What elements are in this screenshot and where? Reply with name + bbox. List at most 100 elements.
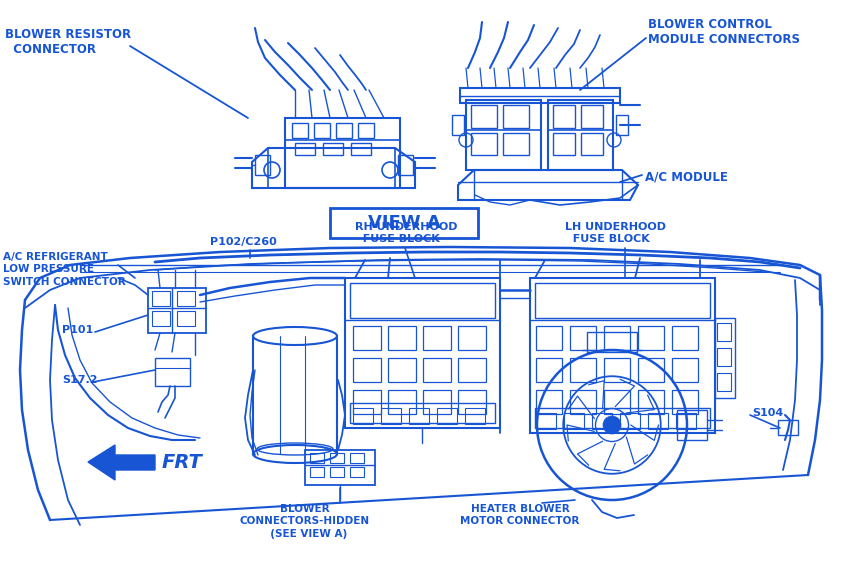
Bar — [345, 278, 500, 428]
Bar — [152, 291, 170, 306]
Bar — [503, 105, 529, 128]
Bar — [717, 348, 731, 366]
Bar — [536, 390, 562, 414]
Text: VIEW A: VIEW A — [367, 214, 440, 232]
Text: S104: S104 — [752, 408, 783, 418]
Bar — [388, 326, 416, 350]
Text: BLOWER
CONNECTORS-HIDDEN
  (SEE VIEW A): BLOWER CONNECTORS-HIDDEN (SEE VIEW A) — [240, 504, 370, 539]
Bar — [423, 326, 451, 350]
Bar — [581, 133, 603, 155]
Bar — [715, 318, 735, 398]
Bar — [353, 326, 381, 350]
Text: P102/C260: P102/C260 — [210, 237, 277, 247]
Bar — [452, 115, 464, 135]
Bar — [672, 358, 698, 382]
Bar — [423, 358, 451, 382]
Bar — [330, 453, 344, 463]
Bar — [592, 413, 612, 429]
Bar — [148, 288, 206, 333]
Bar — [536, 413, 556, 429]
Bar — [381, 408, 401, 424]
Bar — [471, 105, 497, 128]
Bar — [570, 326, 596, 350]
Bar — [458, 358, 486, 382]
Bar — [388, 358, 416, 382]
Bar — [351, 143, 371, 155]
Bar — [336, 123, 352, 138]
Bar — [530, 278, 715, 433]
Text: RH UNDERHOOD
  FUSE BLOCK: RH UNDERHOOD FUSE BLOCK — [355, 223, 457, 244]
Bar — [535, 408, 710, 428]
Bar — [535, 283, 710, 318]
Bar — [310, 467, 324, 477]
Bar — [717, 373, 731, 391]
Bar — [330, 467, 344, 477]
Bar — [638, 358, 664, 382]
Bar — [648, 413, 668, 429]
Bar — [460, 88, 620, 103]
Bar — [350, 403, 495, 423]
Bar — [471, 133, 497, 155]
Bar — [672, 390, 698, 414]
Text: LH UNDERHOOD
  FUSE BLOCK: LH UNDERHOOD FUSE BLOCK — [565, 223, 666, 244]
Bar — [423, 390, 451, 414]
Bar — [564, 413, 584, 429]
Bar — [587, 332, 637, 352]
Bar — [503, 133, 529, 155]
Text: P101: P101 — [62, 325, 94, 335]
Bar — [677, 410, 707, 440]
Bar — [295, 143, 315, 155]
Bar — [717, 323, 731, 341]
Bar — [536, 358, 562, 382]
Circle shape — [603, 416, 621, 434]
Bar — [350, 283, 495, 318]
Bar — [638, 326, 664, 350]
Bar — [553, 133, 575, 155]
Bar — [398, 155, 413, 175]
Text: FRT: FRT — [162, 453, 203, 472]
Bar — [581, 105, 603, 128]
Polygon shape — [88, 445, 155, 480]
Bar — [353, 390, 381, 414]
Bar — [255, 155, 270, 175]
Bar — [604, 358, 630, 382]
Bar — [353, 358, 381, 382]
Bar — [350, 467, 364, 477]
Bar — [305, 450, 375, 485]
Bar — [155, 358, 190, 386]
Bar — [553, 105, 575, 128]
Bar — [570, 358, 596, 382]
Bar — [638, 390, 664, 414]
Bar — [620, 413, 640, 429]
Text: S17.2: S17.2 — [62, 375, 98, 385]
Bar — [604, 326, 630, 350]
Bar — [466, 100, 541, 170]
Bar — [177, 291, 195, 306]
Bar — [152, 311, 170, 326]
Bar — [285, 118, 400, 188]
Bar — [570, 390, 596, 414]
Bar — [350, 453, 364, 463]
Bar — [458, 326, 486, 350]
Bar — [409, 408, 429, 424]
Text: HEATER BLOWER
MOTOR CONNECTOR: HEATER BLOWER MOTOR CONNECTOR — [461, 504, 580, 527]
Bar — [388, 390, 416, 414]
Text: BLOWER RESISTOR
  CONNECTOR: BLOWER RESISTOR CONNECTOR — [5, 28, 131, 56]
Bar — [437, 408, 457, 424]
Bar — [548, 100, 613, 170]
Bar — [778, 420, 798, 435]
Bar — [604, 390, 630, 414]
Bar — [292, 123, 308, 138]
Bar — [323, 143, 343, 155]
Bar — [465, 408, 485, 424]
Bar — [358, 123, 374, 138]
Bar — [177, 311, 195, 326]
Bar — [458, 390, 486, 414]
Bar — [536, 326, 562, 350]
Bar — [310, 453, 324, 463]
Text: BLOWER CONTROL
MODULE CONNECTORS: BLOWER CONTROL MODULE CONNECTORS — [648, 18, 800, 46]
Bar — [672, 326, 698, 350]
Text: A/C MODULE: A/C MODULE — [645, 170, 728, 183]
Bar — [676, 413, 696, 429]
Bar — [616, 115, 628, 135]
